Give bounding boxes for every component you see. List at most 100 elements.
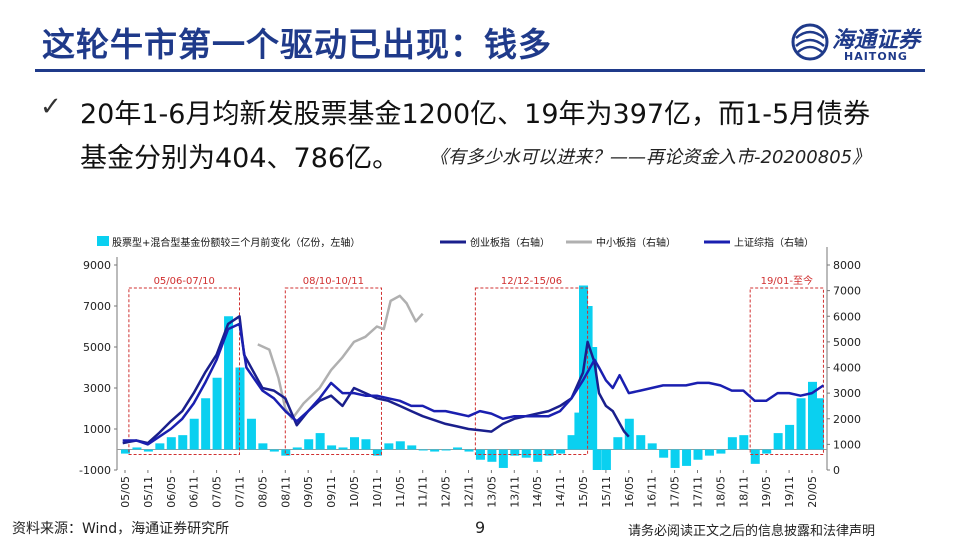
fund-share-bar [521,449,531,458]
fund-share-bar [659,449,669,458]
fund-share-bar [567,435,577,450]
x-tick-label: 17/05 [669,476,682,508]
fund-share-bar [178,435,188,450]
fund-share-bar [464,449,474,452]
legend-label-sme: 中小板指（右轴） [596,236,676,249]
x-tick-label: 08/11 [279,476,292,508]
fund-share-bar [372,449,382,456]
x-tick-label: 08/05 [256,476,269,508]
period-label: 05/06-07/10 [154,276,215,287]
y-right-tick-label: 6000 [833,310,861,323]
fund-share-bar [601,449,611,470]
fund-share-bar [510,449,520,456]
fund-share-bar [533,449,543,462]
haitong-logo: 海通证券 HAITONG [790,20,940,68]
fund-share-bar [636,435,646,450]
fund-share-bar [441,449,451,451]
fund-share-bar [739,435,749,450]
fund-share-bar [647,443,657,450]
y-left-tick-label: 7000 [83,300,111,313]
fund-share-bar [682,449,692,466]
y-right-tick-label: 5000 [833,336,861,349]
fund-share-bar [189,418,199,450]
y-right-tick-label: 1000 [833,438,861,451]
y-left-tick-label: 1000 [83,423,111,436]
y-right-tick-label: 0 [833,464,840,477]
x-tick-label: 20/05 [806,476,819,508]
x-tick-label: 14/05 [531,476,544,508]
title-divider [35,69,925,72]
y-right-tick-label: 8000 [833,259,861,272]
x-tick-label: 11/05 [394,476,407,508]
period-label: 19/01-至今 [761,274,813,287]
y-right-tick-label: 4000 [833,362,861,375]
fund-share-bar [350,437,359,450]
fund-share-bar [361,439,371,450]
period-box [128,287,241,455]
bullet-text-line-2: 基金分别为404、786亿。 [80,143,400,174]
y-right-tick-label: 2000 [833,413,861,426]
y-left-tick-label: 9000 [83,259,111,272]
x-tick-label: 10/05 [348,476,361,508]
x-tick-label: 19/11 [783,476,796,508]
shanghai-index-line [122,322,825,446]
bullet-text-line-1: 20年1-6月均新发股票基金1200亿、19年为397亿，而1-5月债券 [80,99,871,130]
fund-share-bar [224,316,234,450]
x-tick-label: 10/11 [371,476,384,508]
chinext-index-line [122,315,630,445]
x-tick-label: 11/11 [417,476,430,508]
fund-share-bar [693,449,703,460]
logo-text-cn: 海通证券 [832,28,921,53]
fund-share-bar [338,447,348,450]
fund-share-bar [132,447,142,450]
fund-share-bar [592,449,602,470]
fund-share-bar [808,381,817,450]
fund-share-bar [212,377,222,450]
x-tick-label: 18/11 [737,476,750,508]
x-tick-label: 07/11 [234,476,247,508]
x-tick-label: 07/05 [211,476,224,508]
fund-share-bar [762,449,772,454]
fund-share-bar [315,433,325,450]
fund-share-bar [418,449,428,451]
fund-share-bar [143,449,153,452]
fund-share-bar [773,433,783,450]
fund-share-bar [304,439,314,450]
fund-share-bar [407,445,417,450]
fund-share-bar [258,443,268,450]
x-tick-label: 18/05 [714,476,727,508]
fund-share-bar [588,347,598,450]
fund-share-bar [453,447,463,450]
x-tick-label: 17/11 [692,476,705,508]
fund-share-bar [670,449,680,468]
legend-label-bar: 股票型+混合型基金份额较三个月前变化（亿份，左轴） [112,236,360,249]
x-tick-label: 15/05 [577,476,590,508]
fund-share-bar [155,443,165,450]
fund-share-bar [796,398,806,450]
fund-share-bar [716,449,726,454]
fund-share-bar [544,449,554,456]
bullet-source: 《有多少水可以进来？——再论资金入市-20200805》 [430,147,871,168]
fund-share-bar [246,418,256,450]
fund-share-bar [327,445,337,450]
x-tick-label: 05/11 [142,476,155,508]
fund-index-chart: -1000 1000 3000 5000 7000 9000 0 1000 2000 3000 40… [79,236,861,508]
page-number: 9 [475,518,486,537]
fund-share-bar [624,418,634,450]
logo-text-en: HAITONG [844,50,908,63]
x-tick-label: 13/11 [508,476,521,508]
fund-share-bar [727,437,737,450]
fund-share-bar [785,424,795,450]
legend-label-sh: 上证综指（右轴） [734,236,814,249]
fund-share-bar [814,398,824,450]
source-note: 资料来源：Wind，海通证券研究所 [12,521,230,537]
disclaimer-note: 请务必阅读正文之后的信息披露和法律声明 [628,524,876,539]
x-tick-label: 12/05 [440,476,453,508]
fund-share-bar [498,449,508,468]
fund-share-bar [166,437,176,450]
period-box [749,287,824,455]
x-tick-label: 06/11 [188,476,201,508]
fund-share-bar [556,449,566,454]
fund-share-bar [613,437,623,450]
fund-share-bar [487,449,497,462]
